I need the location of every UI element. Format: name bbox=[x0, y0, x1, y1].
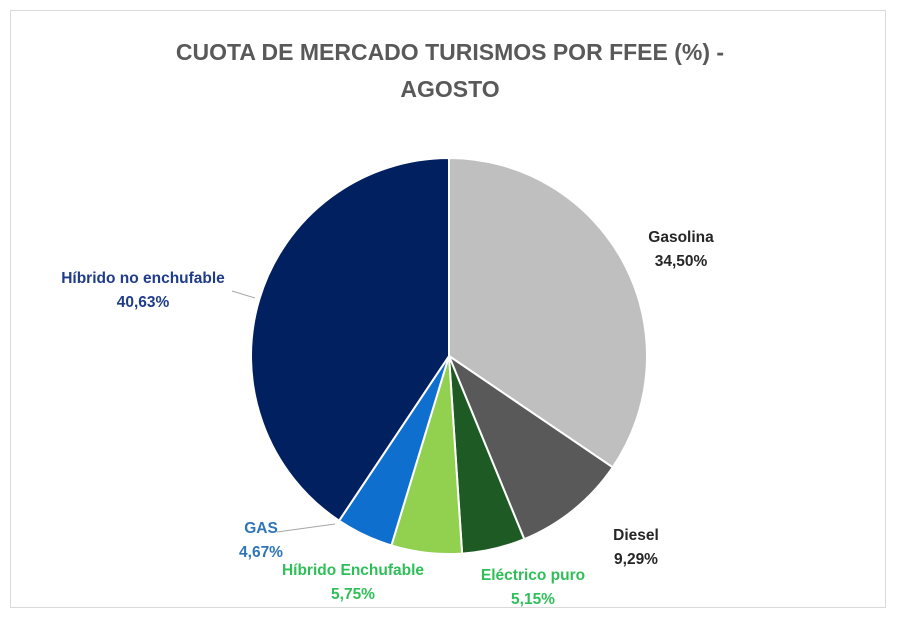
slice-label-electrico-puro: Eléctrico puro 5,15% bbox=[481, 567, 585, 608]
pie-slices bbox=[250, 156, 648, 555]
slice-label-gasolina: Gasolina 34,50% bbox=[648, 229, 714, 270]
slice-label-gas-name: GAS bbox=[244, 520, 278, 537]
slice-label-gas-value: 4,67% bbox=[239, 544, 283, 561]
chart-title-line-2: AGOSTO bbox=[400, 76, 499, 102]
slice-label-gas: GAS 4,67% bbox=[239, 520, 283, 561]
slice-label-diesel-value: 9,29% bbox=[614, 551, 658, 568]
slice-label-electrico-puro-name: Eléctrico puro bbox=[481, 567, 585, 584]
slice-label-gasolina-name: Gasolina bbox=[648, 229, 714, 246]
slice-label-hibrido-no-enchufable-value: 40,63% bbox=[117, 294, 170, 311]
slice-label-hibrido-enchufable-value: 5,75% bbox=[331, 586, 375, 603]
slice-label-diesel-name: Diesel bbox=[613, 527, 659, 544]
leader-line-gas bbox=[276, 523, 336, 533]
pie-slice-gasolina bbox=[448, 156, 648, 469]
slice-label-gasolina-value: 34,50% bbox=[655, 253, 708, 270]
slice-label-hibrido-no-enchufable-name: Híbrido no enchufable bbox=[61, 270, 225, 287]
slice-label-hibrido-enchufable-name: Híbrido Enchufable bbox=[282, 562, 424, 579]
slice-label-hibrido-enchufable: Híbrido Enchufable 5,75% bbox=[282, 562, 424, 603]
slice-label-diesel: Diesel 9,29% bbox=[613, 527, 659, 568]
slice-label-electrico-puro-value: 5,15% bbox=[511, 591, 555, 608]
chart-title-line-1: CUOTA DE MERCADO TURISMOS POR FFEE (%) - bbox=[176, 39, 724, 65]
slice-label-hibrido-no-enchufable: Híbrido no enchufable 40,63% bbox=[61, 270, 225, 311]
pie-slice-hibrido-no-enchufable bbox=[250, 156, 450, 523]
leader-line-hibrido-no-enchufable bbox=[231, 290, 256, 299]
pie-slice-diesel bbox=[446, 353, 615, 541]
